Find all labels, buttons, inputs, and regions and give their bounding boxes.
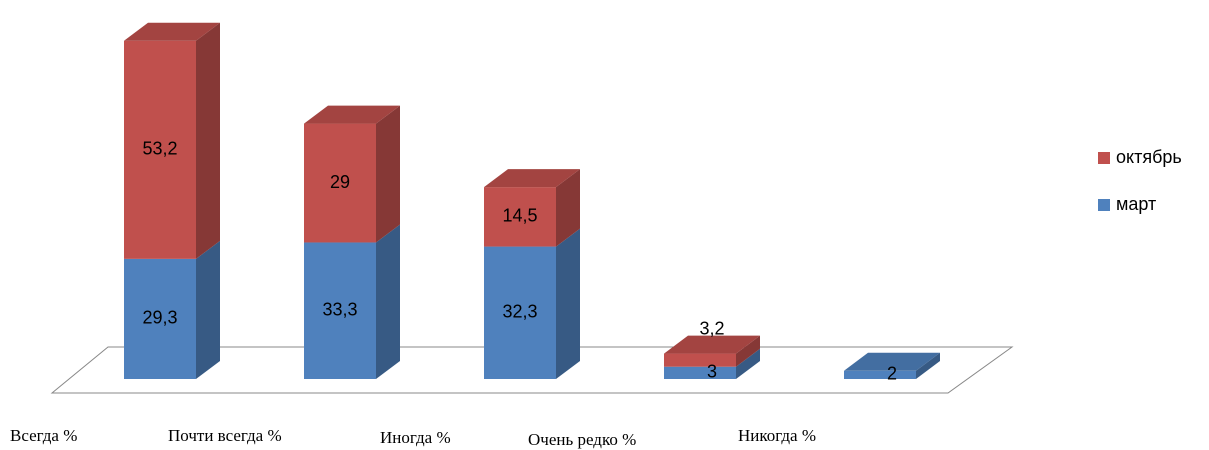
bar-side — [916, 352, 940, 379]
data-label: 14,5 — [502, 206, 537, 226]
bar — [664, 366, 736, 379]
data-label: 29,3 — [142, 308, 177, 328]
data-label: 33,3 — [322, 299, 357, 319]
x-tick-label: Очень редко % — [528, 430, 636, 449]
data-label: 3,2 — [699, 318, 724, 338]
x-tick-label: Всегда % — [10, 426, 77, 445]
bar — [124, 258, 196, 379]
bar-top — [304, 105, 400, 124]
data-label: 3 — [707, 362, 717, 382]
x-tick-label: Иногда % — [380, 428, 451, 447]
x-tick-label: Никогда % — [738, 426, 816, 445]
legend-label: март — [1116, 194, 1156, 214]
bar — [124, 40, 196, 259]
bar-top — [124, 22, 220, 41]
bar — [304, 242, 376, 379]
bar-top — [484, 169, 580, 188]
bar — [844, 370, 916, 379]
legend-swatch — [1098, 152, 1110, 164]
data-label: 53,2 — [142, 139, 177, 159]
bar — [304, 123, 376, 243]
bar-side — [556, 169, 580, 247]
data-label: 2 — [887, 364, 897, 384]
bar-side — [736, 348, 760, 379]
bar-top — [664, 335, 760, 354]
bar-side — [736, 335, 760, 367]
bar-side — [376, 105, 400, 243]
legend-label: октябрь — [1116, 147, 1182, 167]
bar-side — [196, 22, 220, 259]
data-label: 29 — [330, 172, 350, 192]
bar-side — [376, 224, 400, 379]
bar-side — [196, 240, 220, 379]
x-tick-label: Почти всегда % — [168, 426, 282, 445]
bar-top — [844, 352, 940, 371]
bar — [484, 246, 556, 379]
data-label: 32,3 — [502, 302, 537, 322]
legend-swatch — [1098, 199, 1110, 211]
bar — [484, 187, 556, 247]
bar — [664, 353, 736, 367]
bar-side — [556, 228, 580, 379]
